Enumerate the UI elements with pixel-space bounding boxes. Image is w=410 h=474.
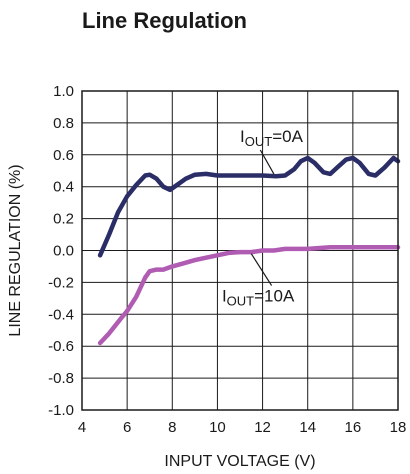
tick-labels: 4 6 8 10 12 14 16 18 1.0 0.8 0.6 0.4 0.2 0.0 -0.2 -0.4 -… — [48, 83, 406, 436]
series-line-0 — [97, 155, 401, 258]
x-tick-label: 8 — [168, 419, 176, 436]
y-tick-label: 0.8 — [53, 115, 74, 132]
y-tick-label: -0.6 — [48, 338, 74, 355]
series-label-sub: OUT — [227, 294, 255, 309]
y-tick-label: 0.2 — [53, 211, 74, 228]
x-tick-label: 6 — [123, 419, 131, 436]
x-tick-label: 12 — [254, 419, 271, 436]
x-axis-label: INPUT VOLTAGE (V) — [164, 453, 315, 470]
y-tick-label: 0.6 — [53, 147, 74, 164]
series-label-rest: =0A — [272, 127, 303, 146]
x-tick-label: 10 — [209, 419, 226, 436]
series-label-sub: OUT — [245, 134, 273, 149]
y-tick-label: -0.8 — [48, 370, 74, 387]
x-tick-label: 4 — [78, 419, 86, 436]
series-line-1 — [97, 245, 401, 346]
annotation-pointer — [259, 149, 275, 175]
x-tick-label: 18 — [390, 419, 407, 436]
series-label-rest: =10A — [254, 287, 295, 306]
chart-title: Line Regulation — [82, 8, 247, 33]
y-tick-label: 0.0 — [53, 243, 74, 260]
y-tick-label: -0.4 — [48, 306, 74, 323]
series-label-main: I — [222, 287, 227, 306]
plot-frame — [81, 90, 399, 411]
x-tick-label: 16 — [345, 419, 362, 436]
series-layer — [97, 155, 401, 346]
x-tick-label: 14 — [299, 419, 316, 436]
y-tick-label: 0.4 — [53, 179, 74, 196]
series-label-main: I — [240, 127, 245, 146]
y-tick-label: -1.0 — [48, 402, 74, 419]
y-tick-label: 1.0 — [53, 83, 74, 100]
y-axis-label: LINE REGULATION (%) — [7, 164, 24, 336]
series-label-0: IOUT=0A — [240, 127, 304, 149]
series-label-1: IOUT=10A — [222, 287, 295, 309]
annotation-pointer — [250, 253, 273, 286]
y-tick-label: -0.2 — [48, 274, 74, 291]
